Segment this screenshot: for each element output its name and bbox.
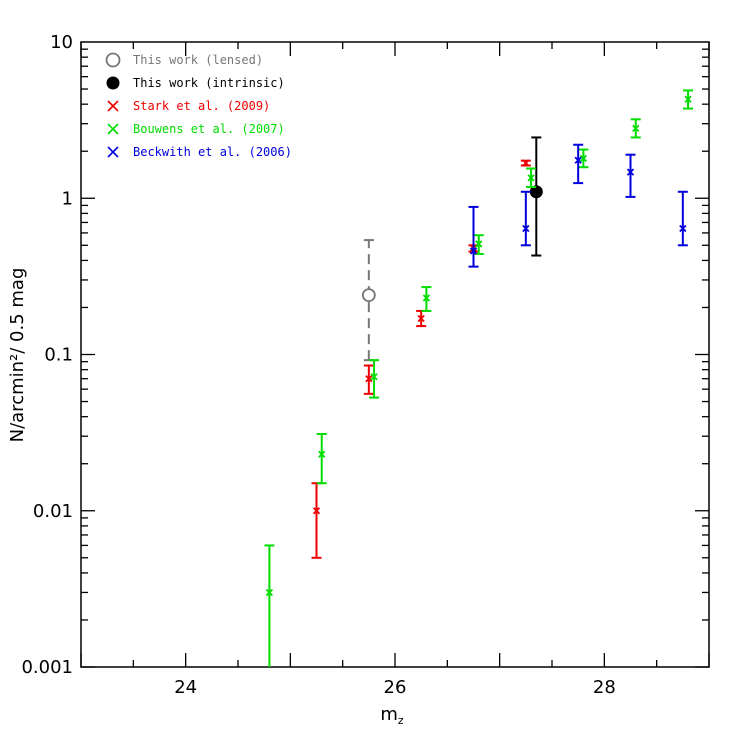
legend-label: Beckwith et al. (2006) xyxy=(133,145,292,159)
data-point xyxy=(527,174,535,182)
error-bar xyxy=(520,190,531,247)
legend-marker-b xyxy=(107,146,119,158)
legend-label: Stark et al. (2009) xyxy=(133,99,270,113)
data-point-b xyxy=(579,154,588,163)
error-bar xyxy=(311,482,322,559)
data-point xyxy=(265,588,274,597)
data-point-b xyxy=(417,314,425,323)
x-tick-label: 24 xyxy=(174,677,197,698)
y-axis-title: N/arcmin²/ 0.5 mag xyxy=(7,268,28,443)
data-point xyxy=(365,375,373,383)
data-point xyxy=(522,224,530,233)
data-point xyxy=(312,507,321,515)
error-bar xyxy=(468,205,479,268)
tick-marks xyxy=(80,42,710,668)
error-bar xyxy=(369,359,380,399)
series-0 xyxy=(361,239,376,362)
legend-item: Bouwens et al. (2007) xyxy=(107,122,285,136)
x-axis-title-subscript: z xyxy=(398,714,404,727)
data-point xyxy=(574,156,582,164)
legend-item: This work (intrinsic) xyxy=(106,76,285,90)
data-point-b xyxy=(626,168,635,176)
series-layer xyxy=(264,89,694,667)
data-point-b xyxy=(422,294,431,302)
error-bar xyxy=(316,432,327,485)
y-tick-label: 0.1 xyxy=(44,345,73,366)
data-point-b xyxy=(527,174,535,182)
data-point-b xyxy=(370,373,378,381)
data-point-b xyxy=(679,224,687,233)
data-point xyxy=(475,240,483,248)
y-tick-label: 10 xyxy=(50,32,73,53)
x-axis-title-main: m xyxy=(380,704,398,725)
data-point xyxy=(632,124,640,133)
legend-label: This work (lensed) xyxy=(133,53,263,67)
x-tick-label: 26 xyxy=(384,677,407,698)
data-point xyxy=(626,168,635,176)
tick-labels: 24 26 28 0.001 0.01 0.1 1 10 xyxy=(21,32,615,698)
error-bar xyxy=(264,544,275,667)
data-point xyxy=(422,294,431,302)
data-point-b xyxy=(265,588,274,597)
legend-item: Beckwith et al. (2006) xyxy=(107,145,292,159)
y-tick-label: 0.001 xyxy=(21,657,73,678)
data-point-b xyxy=(312,507,321,515)
error-bar xyxy=(625,153,636,198)
data-point xyxy=(469,247,478,255)
y-tick-label: 1 xyxy=(62,188,73,209)
series-1 xyxy=(529,136,543,257)
series-2 xyxy=(311,159,531,559)
data-point-b xyxy=(469,247,478,255)
error-bar xyxy=(677,190,688,247)
data-point xyxy=(417,314,425,323)
legend-item: This work (lensed) xyxy=(105,52,263,68)
legend-marker xyxy=(106,76,120,90)
data-point-b xyxy=(318,450,326,458)
x-tick-label: 28 xyxy=(593,677,616,698)
legend-item: Stark et al. (2009) xyxy=(107,99,270,113)
data-point-b xyxy=(522,159,530,167)
data-point xyxy=(579,154,588,163)
series-3 xyxy=(264,89,694,667)
data-point xyxy=(370,373,378,381)
legend-marker-b xyxy=(107,123,119,135)
data-point xyxy=(361,288,376,302)
data-point xyxy=(318,450,326,458)
series-4 xyxy=(468,143,688,268)
data-point-b xyxy=(475,240,483,248)
data-point xyxy=(684,95,692,103)
y-tick-label: 0.01 xyxy=(33,501,73,522)
legend-marker xyxy=(105,52,121,68)
x-axis-title: mz xyxy=(380,704,404,727)
legend-label: This work (intrinsic) xyxy=(133,76,285,90)
legend-label: Bouwens et al. (2007) xyxy=(133,122,285,136)
error-bar xyxy=(573,143,584,185)
legend-marker xyxy=(107,123,119,135)
legend-marker xyxy=(107,100,119,112)
data-point-b xyxy=(574,156,582,164)
legend-marker-b xyxy=(107,100,119,112)
data-point-b xyxy=(684,95,692,103)
data-point-b xyxy=(365,375,373,383)
data-point xyxy=(679,224,687,233)
data-point xyxy=(522,159,530,167)
data-point-b xyxy=(632,124,640,133)
legend: This work (lensed) This work (intrinsic) S… xyxy=(105,52,292,159)
data-point-b xyxy=(522,224,530,233)
legend-marker xyxy=(107,146,119,158)
